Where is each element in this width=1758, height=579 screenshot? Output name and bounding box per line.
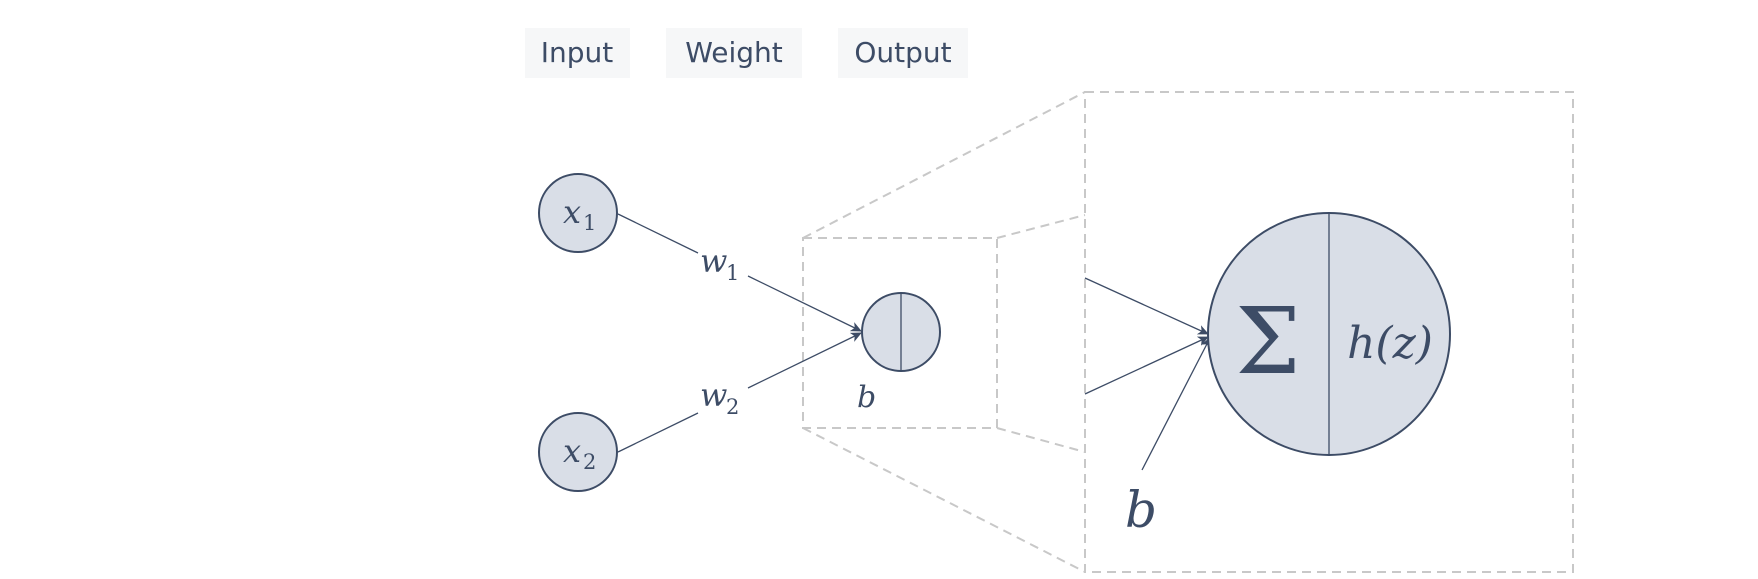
output-neuron-small [861,292,941,372]
zoom-edge-top [1084,277,1209,335]
weight-label-w1: w 1 [700,242,739,285]
input-node-x1: x 1 [538,173,618,253]
header-input-label: Input [541,36,614,69]
zoomed-neuron: Σ h(z) [1207,212,1451,456]
x2-subscript: 2 [583,450,596,474]
zoom-line-inner-bottom [996,427,1086,453]
w2-base: w [700,376,727,414]
x1-subscript: 1 [583,211,596,235]
zoom-edge-bias [1141,337,1211,471]
edge-w2-neuron [747,332,862,389]
zoom-edge-bottom [1084,336,1209,395]
edge-x2-w2 [617,412,699,453]
w1-subscript: 1 [726,261,739,285]
zoom-line-bottom [802,427,1086,573]
zoom-line-top [802,91,1086,239]
sum-symbol: Σ [1235,288,1300,395]
x2-base: x [563,432,581,470]
header-input: Input [525,28,630,78]
input-node-x2: x 2 [538,412,618,492]
w1-base: w [700,242,727,280]
weight-label-w2: w 2 [700,376,739,419]
activation-label: h(z) [1347,318,1433,369]
x1-base: x [563,193,581,231]
header-weight: Weight [666,28,802,78]
edge-w1-neuron [747,275,862,332]
header-weight-label: Weight [685,36,783,69]
edge-x1-w1 [617,213,699,254]
header-output-label: Output [854,36,951,69]
header-output: Output [838,28,968,78]
bias-label-large: b [1125,481,1157,539]
zoom-source-box [802,237,998,429]
zoom-target-box [1084,91,1574,573]
zoom-line-inner-top [996,214,1086,239]
w2-subscript: 2 [726,395,739,419]
bias-label-small: b [857,380,876,415]
